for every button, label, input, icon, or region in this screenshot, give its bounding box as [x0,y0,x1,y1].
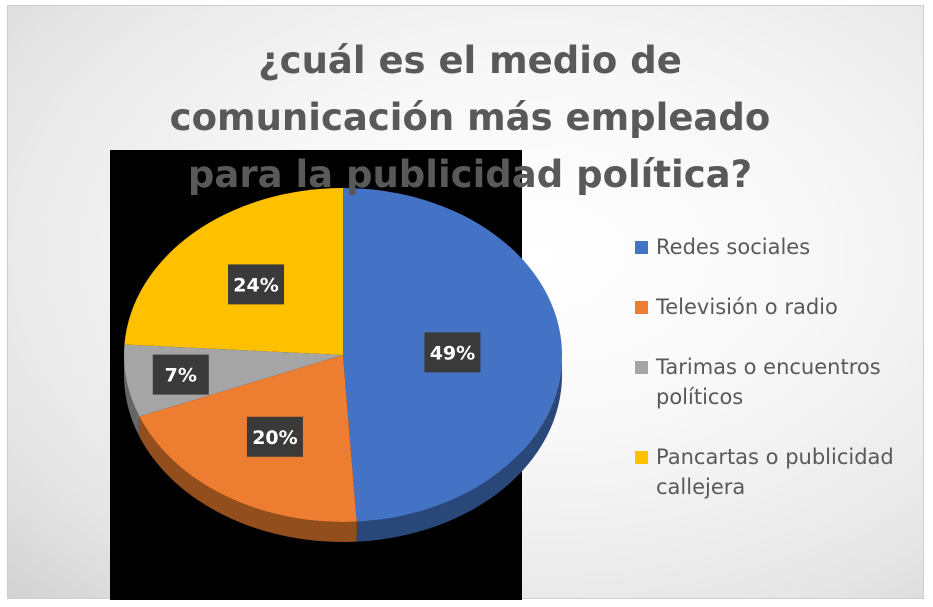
legend-swatch-0 [635,241,648,254]
legend-swatch-1 [635,301,648,314]
legend-item-3: Pancartas o publicidad callejera [635,442,925,502]
data-labels: 49% 20% 7% 24% [152,264,481,457]
legend-label-2: Tarimas o encuentros políticos [656,355,881,409]
data-label-3: 24% [233,274,278,296]
data-label-box-3 [228,264,285,305]
data-label-1: 20% [252,427,297,449]
slice-side-1 [139,416,357,543]
legend-swatch-2 [635,361,648,374]
legend-label-0: Redes sociales [656,235,811,259]
legend-label-1: Televisión o radio [656,295,838,319]
data-label-0: 49% [430,342,475,364]
legend: Redes sociales Televisión o radio Tarimas … [635,232,925,532]
legend-item-1: Televisión o radio [635,292,925,322]
data-label-box-1 [246,416,303,457]
data-label-box-2 [152,354,209,395]
slice-side-2 [124,355,140,437]
legend-label-3: Pancartas o publicidad callejera [656,445,894,499]
legend-swatch-3 [635,451,648,464]
pie-sides [124,355,562,543]
chart-title: ¿cuál es el medio de comunicación más em… [169,39,771,196]
data-label-2: 7% [165,365,197,387]
data-label-box-0 [424,332,481,373]
legend-item-2: Tarimas o encuentros políticos [635,352,925,412]
legend-item-0: Redes sociales [635,232,925,262]
slice-side-0 [356,355,562,542]
